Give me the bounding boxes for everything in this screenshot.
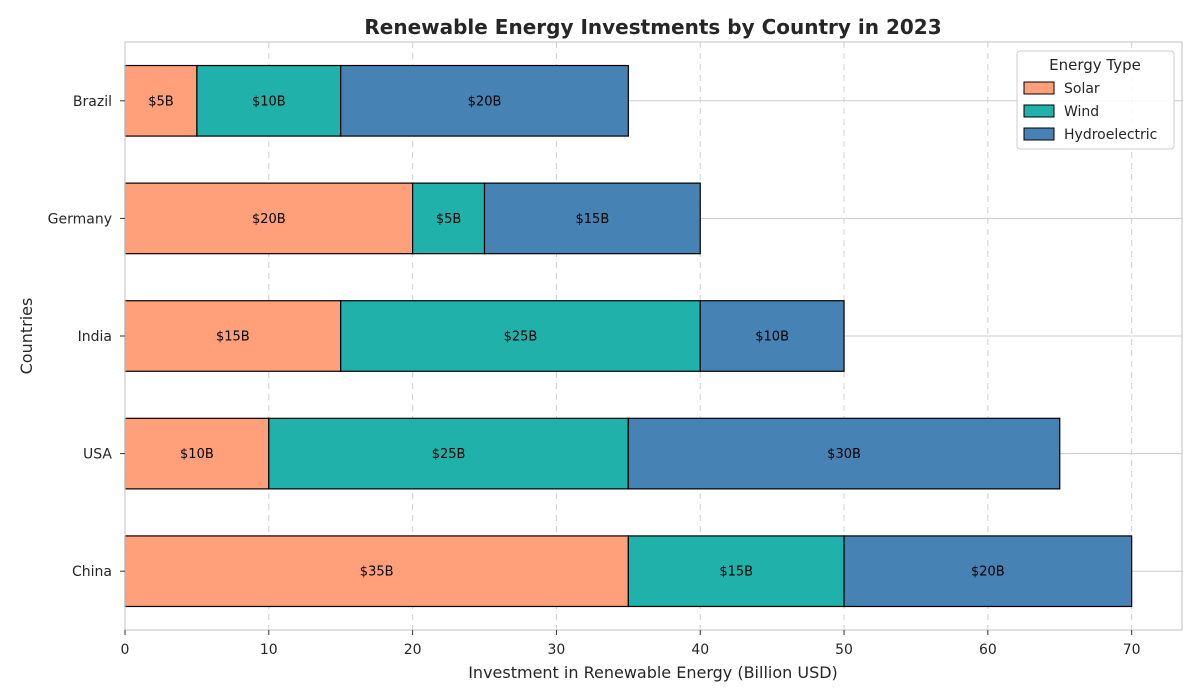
bar-hydroelectric-germany (483, 182, 701, 255)
bar-value-label: $10B (252, 94, 286, 109)
bar-solar-india (124, 300, 342, 372)
bar-value-label: $15B (216, 330, 250, 345)
ticks-layer: 0 10 20 30 40 50 60 70 China USA India Germany Brazi… (48, 94, 1141, 658)
x-tick-label: 10 (260, 642, 278, 658)
x-tick-label: 50 (835, 642, 853, 658)
bar-value-label: $15B (719, 565, 753, 580)
legend-label-hydroelectric: Hydroelectric (1064, 127, 1157, 143)
bar-value-label: $30B (827, 447, 861, 462)
y-tick-label: Germany (48, 211, 112, 227)
y-tick-label: Brazil (73, 94, 112, 110)
legend-box (1016, 50, 1175, 150)
bar-solar-germany (124, 182, 414, 255)
legend-swatch-solar (1023, 81, 1055, 95)
legend-swatch-hydroelectric (1023, 127, 1055, 141)
chart-title: Renewable Energy Investments by Country … (364, 15, 941, 39)
bar-hydroelectric-india (699, 300, 845, 372)
bar-wind-germany (412, 182, 486, 255)
y-tick-label: USA (83, 447, 112, 463)
x-tick-label: 70 (1123, 642, 1141, 658)
bar-wind-india (340, 300, 701, 372)
bar-value-label: $10B (755, 330, 789, 345)
bar-value-label: $15B (576, 212, 610, 227)
bar-value-label: $5B (148, 94, 173, 109)
bar-value-label: $25B (432, 447, 466, 462)
bar-solar-usa (124, 417, 270, 490)
x-axis-label: Investment in Renewable Energy (Billion … (468, 663, 838, 682)
legend: Energy Type Solar Wind Hydroelectric (1016, 50, 1175, 150)
bar-value-label: $5B (436, 212, 461, 227)
x-tick-label: 30 (548, 642, 566, 658)
y-axis-label: Countries (17, 298, 36, 375)
bar-value-label: $10B (180, 447, 214, 462)
bar-value-label: $20B (252, 212, 286, 227)
legend-label-wind: Wind (1064, 104, 1099, 120)
bar-value-label: $25B (504, 330, 538, 345)
legend-label-solar: Solar (1064, 81, 1100, 97)
x-tick-label: 0 (121, 642, 130, 658)
bar-hydroelectric-brazil (340, 64, 629, 137)
legend-title: Energy Type (1049, 56, 1141, 74)
bar-value-label: $35B (360, 565, 394, 580)
bar-value-label: $20B (468, 94, 502, 109)
bar-value-label: $20B (971, 565, 1005, 580)
y-tick-label: China (72, 564, 112, 580)
bar-wind-china (627, 535, 845, 608)
x-tick-label: 20 (404, 642, 422, 658)
bar-solar-brazil (124, 64, 198, 137)
legend-swatch-wind (1023, 104, 1055, 118)
x-tick-label: 60 (979, 642, 997, 658)
y-tick-label: India (78, 329, 112, 345)
bar-hydroelectric-usa (627, 417, 1061, 490)
x-tick-label: 40 (691, 642, 709, 658)
bars-layer: $35B $15B $20B $10B $25B $30B $15B $25B $10B $20B… (124, 64, 1133, 608)
bar-hydroelectric-china (843, 535, 1133, 608)
